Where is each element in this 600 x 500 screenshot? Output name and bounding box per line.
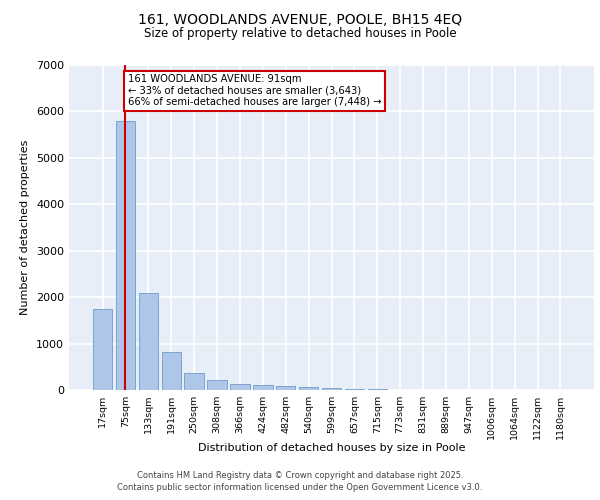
- Bar: [299, 387, 319, 390]
- Bar: [253, 386, 272, 390]
- Text: Size of property relative to detached houses in Poole: Size of property relative to detached ho…: [143, 28, 457, 40]
- Bar: [344, 388, 364, 390]
- Bar: [93, 308, 112, 390]
- Bar: [116, 120, 135, 390]
- Text: 161 WOODLANDS AVENUE: 91sqm
← 33% of detached houses are smaller (3,643)
66% of : 161 WOODLANDS AVENUE: 91sqm ← 33% of det…: [128, 74, 381, 108]
- Bar: [208, 380, 227, 390]
- Y-axis label: Number of detached properties: Number of detached properties: [20, 140, 31, 315]
- Text: 161, WOODLANDS AVENUE, POOLE, BH15 4EQ: 161, WOODLANDS AVENUE, POOLE, BH15 4EQ: [138, 12, 462, 26]
- Bar: [161, 352, 181, 390]
- Bar: [139, 292, 158, 390]
- X-axis label: Distribution of detached houses by size in Poole: Distribution of detached houses by size …: [198, 444, 465, 454]
- Bar: [184, 373, 204, 390]
- Bar: [230, 384, 250, 390]
- Bar: [276, 386, 295, 390]
- Text: Contains HM Land Registry data © Crown copyright and database right 2025.
Contai: Contains HM Land Registry data © Crown c…: [118, 471, 482, 492]
- Bar: [322, 388, 341, 390]
